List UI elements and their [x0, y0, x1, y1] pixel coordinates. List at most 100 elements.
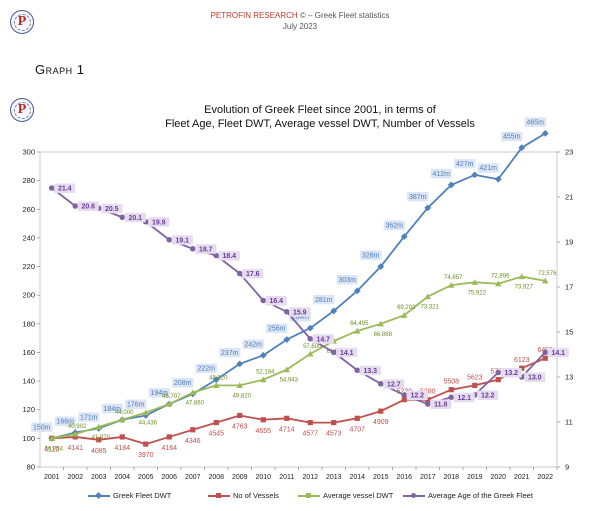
data-point-dwt: [259, 351, 267, 359]
data-point-avg: [424, 293, 431, 300]
data-label-avg: 47,860: [186, 401, 205, 407]
data-label-avg: 46,707: [162, 394, 181, 400]
x-axis-tick-label: 2007: [185, 474, 201, 481]
data-point-avg: [448, 281, 455, 288]
data-label-avg: 75,922: [468, 290, 487, 296]
data-label-vessels: 4184: [114, 445, 130, 452]
data-label-bg-age: [430, 399, 452, 409]
data-point-dwt: [377, 263, 385, 270]
data-label-age: 21.4: [58, 186, 72, 193]
data-label-dwt: 465m: [526, 119, 544, 126]
data-label-dwt: 455m: [503, 134, 521, 141]
data-point-dwt: [330, 307, 338, 315]
data-label-dwt: 184m: [103, 406, 121, 413]
data-label-bg-dwt: [454, 158, 476, 169]
data-label-avg: 44,436: [139, 421, 158, 427]
data-label-bg-dwt: [31, 422, 53, 432]
data-point-age: [236, 270, 243, 277]
legend-label-avg: Average vessel DWT: [323, 491, 394, 500]
data-label-bg-age: [77, 201, 99, 211]
x-axis-tick-label: 2008: [208, 474, 224, 481]
data-label-vessels: 4085: [91, 448, 107, 455]
data-label-dwt: 176m: [127, 401, 145, 408]
data-label-dwt: 256m: [268, 326, 286, 333]
data-point-vessels: [72, 434, 78, 440]
data-point-dwt: [518, 144, 526, 152]
series-line-avg: [51, 275, 546, 440]
chart-title: Evolution of Greek Fleet since 2001, in …: [110, 103, 530, 131]
legend-item-avg: Average vessel DWT: [298, 491, 393, 500]
legend-item-dwt: Greek Fleet DWT: [88, 491, 171, 500]
right-axis-tick-label: 13: [565, 373, 573, 382]
data-label-bg-dwt: [477, 163, 499, 173]
data-label-age: 15.9: [293, 309, 307, 316]
data-label-bg-dwt: [430, 168, 452, 179]
data-point-age: [48, 185, 55, 191]
brand-name: PETROFIN RESEARCH: [210, 11, 298, 20]
data-label-dwt: 242m: [244, 341, 262, 348]
data-label-bg-age: [312, 334, 334, 344]
data-label-dwt: 194m: [150, 390, 168, 397]
data-label-dwt: 387m: [409, 194, 427, 201]
x-axis-tick-label: 2004: [114, 474, 130, 481]
series-line-dwt: [51, 132, 546, 440]
x-axis-tick-label: 2018: [443, 474, 459, 481]
header-date: July 2023: [282, 22, 318, 31]
data-label-bg-dwt: [501, 131, 523, 142]
data-label-age: 11.8: [434, 402, 447, 409]
data-label-avg: 54,943: [280, 378, 299, 384]
data-label-avg: 66,868: [374, 332, 393, 338]
x-axis-tick-label: 2022: [537, 474, 553, 481]
data-label-avg: 44,000: [115, 410, 134, 416]
data-label-avg: 72,896: [491, 274, 510, 280]
data-point-avg: [142, 409, 149, 416]
data-point-avg: [260, 376, 267, 383]
data-label-bg-dwt: [54, 416, 76, 427]
data-label-avg: 69,203: [397, 305, 416, 311]
data-label-bg-dwt: [407, 191, 429, 202]
data-label-age: 19.9: [152, 219, 166, 226]
right-axis-tick-label: 19: [565, 238, 573, 247]
data-point-avg: [166, 400, 173, 407]
x-axis-tick-label: 2021: [514, 474, 530, 481]
data-label-age: 14.1: [551, 350, 565, 357]
data-label-age: 18.4: [222, 253, 236, 260]
data-point-dwt: [283, 336, 291, 343]
data-label-bg-age: [453, 392, 475, 403]
data-label-vessels: 4573: [326, 431, 342, 438]
data-point-dwt: [424, 204, 432, 212]
data-point-avg: [401, 312, 408, 318]
data-label-bg-age: [289, 307, 311, 317]
data-point-age: [166, 236, 173, 243]
data-label-avg: 41,970: [92, 435, 111, 441]
data-point-vessels: [260, 417, 266, 423]
data-point-avg: [307, 350, 314, 357]
data-point-avg: [471, 279, 478, 285]
data-label-bg-age: [124, 212, 146, 223]
data-point-vessels: [425, 397, 431, 403]
data-label-age: 20.1: [128, 215, 142, 222]
report-header: PETROFIN RESEARCH © – Greek Fleet statis…: [0, 10, 600, 32]
left-axis-tick-label: 280: [22, 176, 35, 185]
data-point-vessels: [213, 420, 219, 426]
data-label-dwt: 412m: [432, 171, 450, 178]
data-point-avg: [518, 273, 525, 280]
data-label-bg-age: [218, 251, 240, 261]
data-label-dwt: 222m: [197, 366, 215, 373]
x-axis-tick-label: 2010: [255, 474, 271, 481]
data-label-avg: 57,600: [303, 344, 322, 350]
data-label-bg-dwt: [219, 347, 241, 358]
data-label-avg: 73,321: [421, 305, 440, 311]
data-label-age: 13.3: [363, 368, 377, 375]
data-label-dwt: 171m: [80, 414, 98, 421]
data-label-vessels: 4909: [373, 419, 389, 426]
data-label-avg: 56,754: [45, 446, 64, 452]
data-point-dwt: [471, 171, 479, 179]
left-axis-tick-label: 200: [22, 291, 35, 300]
data-label-avg: 64,495: [350, 321, 369, 327]
data-point-age: [401, 392, 408, 398]
data-label-age: 17.6: [246, 271, 260, 278]
data-point-avg: [283, 366, 290, 373]
data-label-age: 20.5: [105, 206, 119, 213]
data-point-vessels: [354, 415, 360, 421]
